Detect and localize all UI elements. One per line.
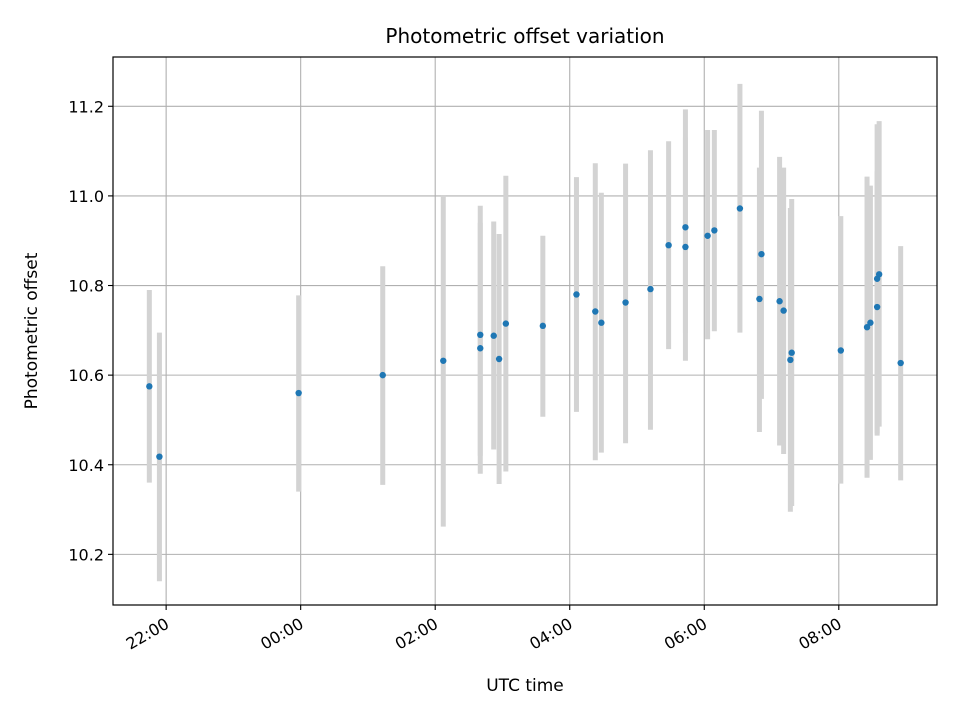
y-tick-label: 10.4 [68, 456, 104, 475]
data-point [776, 298, 783, 305]
y-tick-label: 10.8 [68, 277, 104, 296]
data-point [756, 295, 763, 303]
data-point [592, 308, 599, 315]
data-point [477, 345, 484, 352]
data-point [495, 355, 503, 363]
data-point [440, 357, 447, 364]
data-point [146, 383, 153, 390]
chart-title: Photometric offset variation [385, 24, 664, 48]
data-point [379, 371, 386, 379]
data-point [573, 291, 580, 298]
data-point [867, 319, 874, 326]
data-point [875, 271, 883, 278]
data-point [736, 205, 744, 212]
y-tick-label: 11.0 [68, 187, 104, 206]
y-tick-label: 11.2 [68, 97, 104, 116]
y-tick-label: 10.2 [68, 545, 104, 564]
data-point [682, 243, 689, 251]
data-point [837, 347, 845, 354]
x-axis-label: UTC time [486, 676, 564, 696]
data-point [704, 232, 711, 239]
data-point [539, 322, 547, 330]
data-point [873, 303, 881, 311]
y-axis-label: Photometric offset [22, 252, 42, 409]
data-point [665, 241, 672, 249]
plot-frame [112, 56, 938, 606]
data-point [897, 359, 904, 367]
data-point [780, 307, 787, 314]
data-point [647, 285, 654, 293]
data-point [788, 349, 795, 356]
data-point [490, 332, 497, 339]
y-axis-ticks: 10.2 10.4 10.6 10.8 11.0 11.2 [68, 97, 113, 564]
data-point [863, 323, 871, 331]
data-point [787, 356, 794, 364]
data-point [711, 227, 718, 234]
data-point [682, 224, 689, 231]
data-point [477, 331, 484, 339]
data-point [502, 320, 510, 327]
data-point [598, 319, 605, 326]
data-points [146, 205, 904, 460]
data-point [622, 299, 629, 306]
data-point [758, 250, 765, 258]
data-point [156, 453, 163, 460]
y-tick-label: 10.6 [68, 366, 104, 385]
data-point [295, 389, 302, 397]
